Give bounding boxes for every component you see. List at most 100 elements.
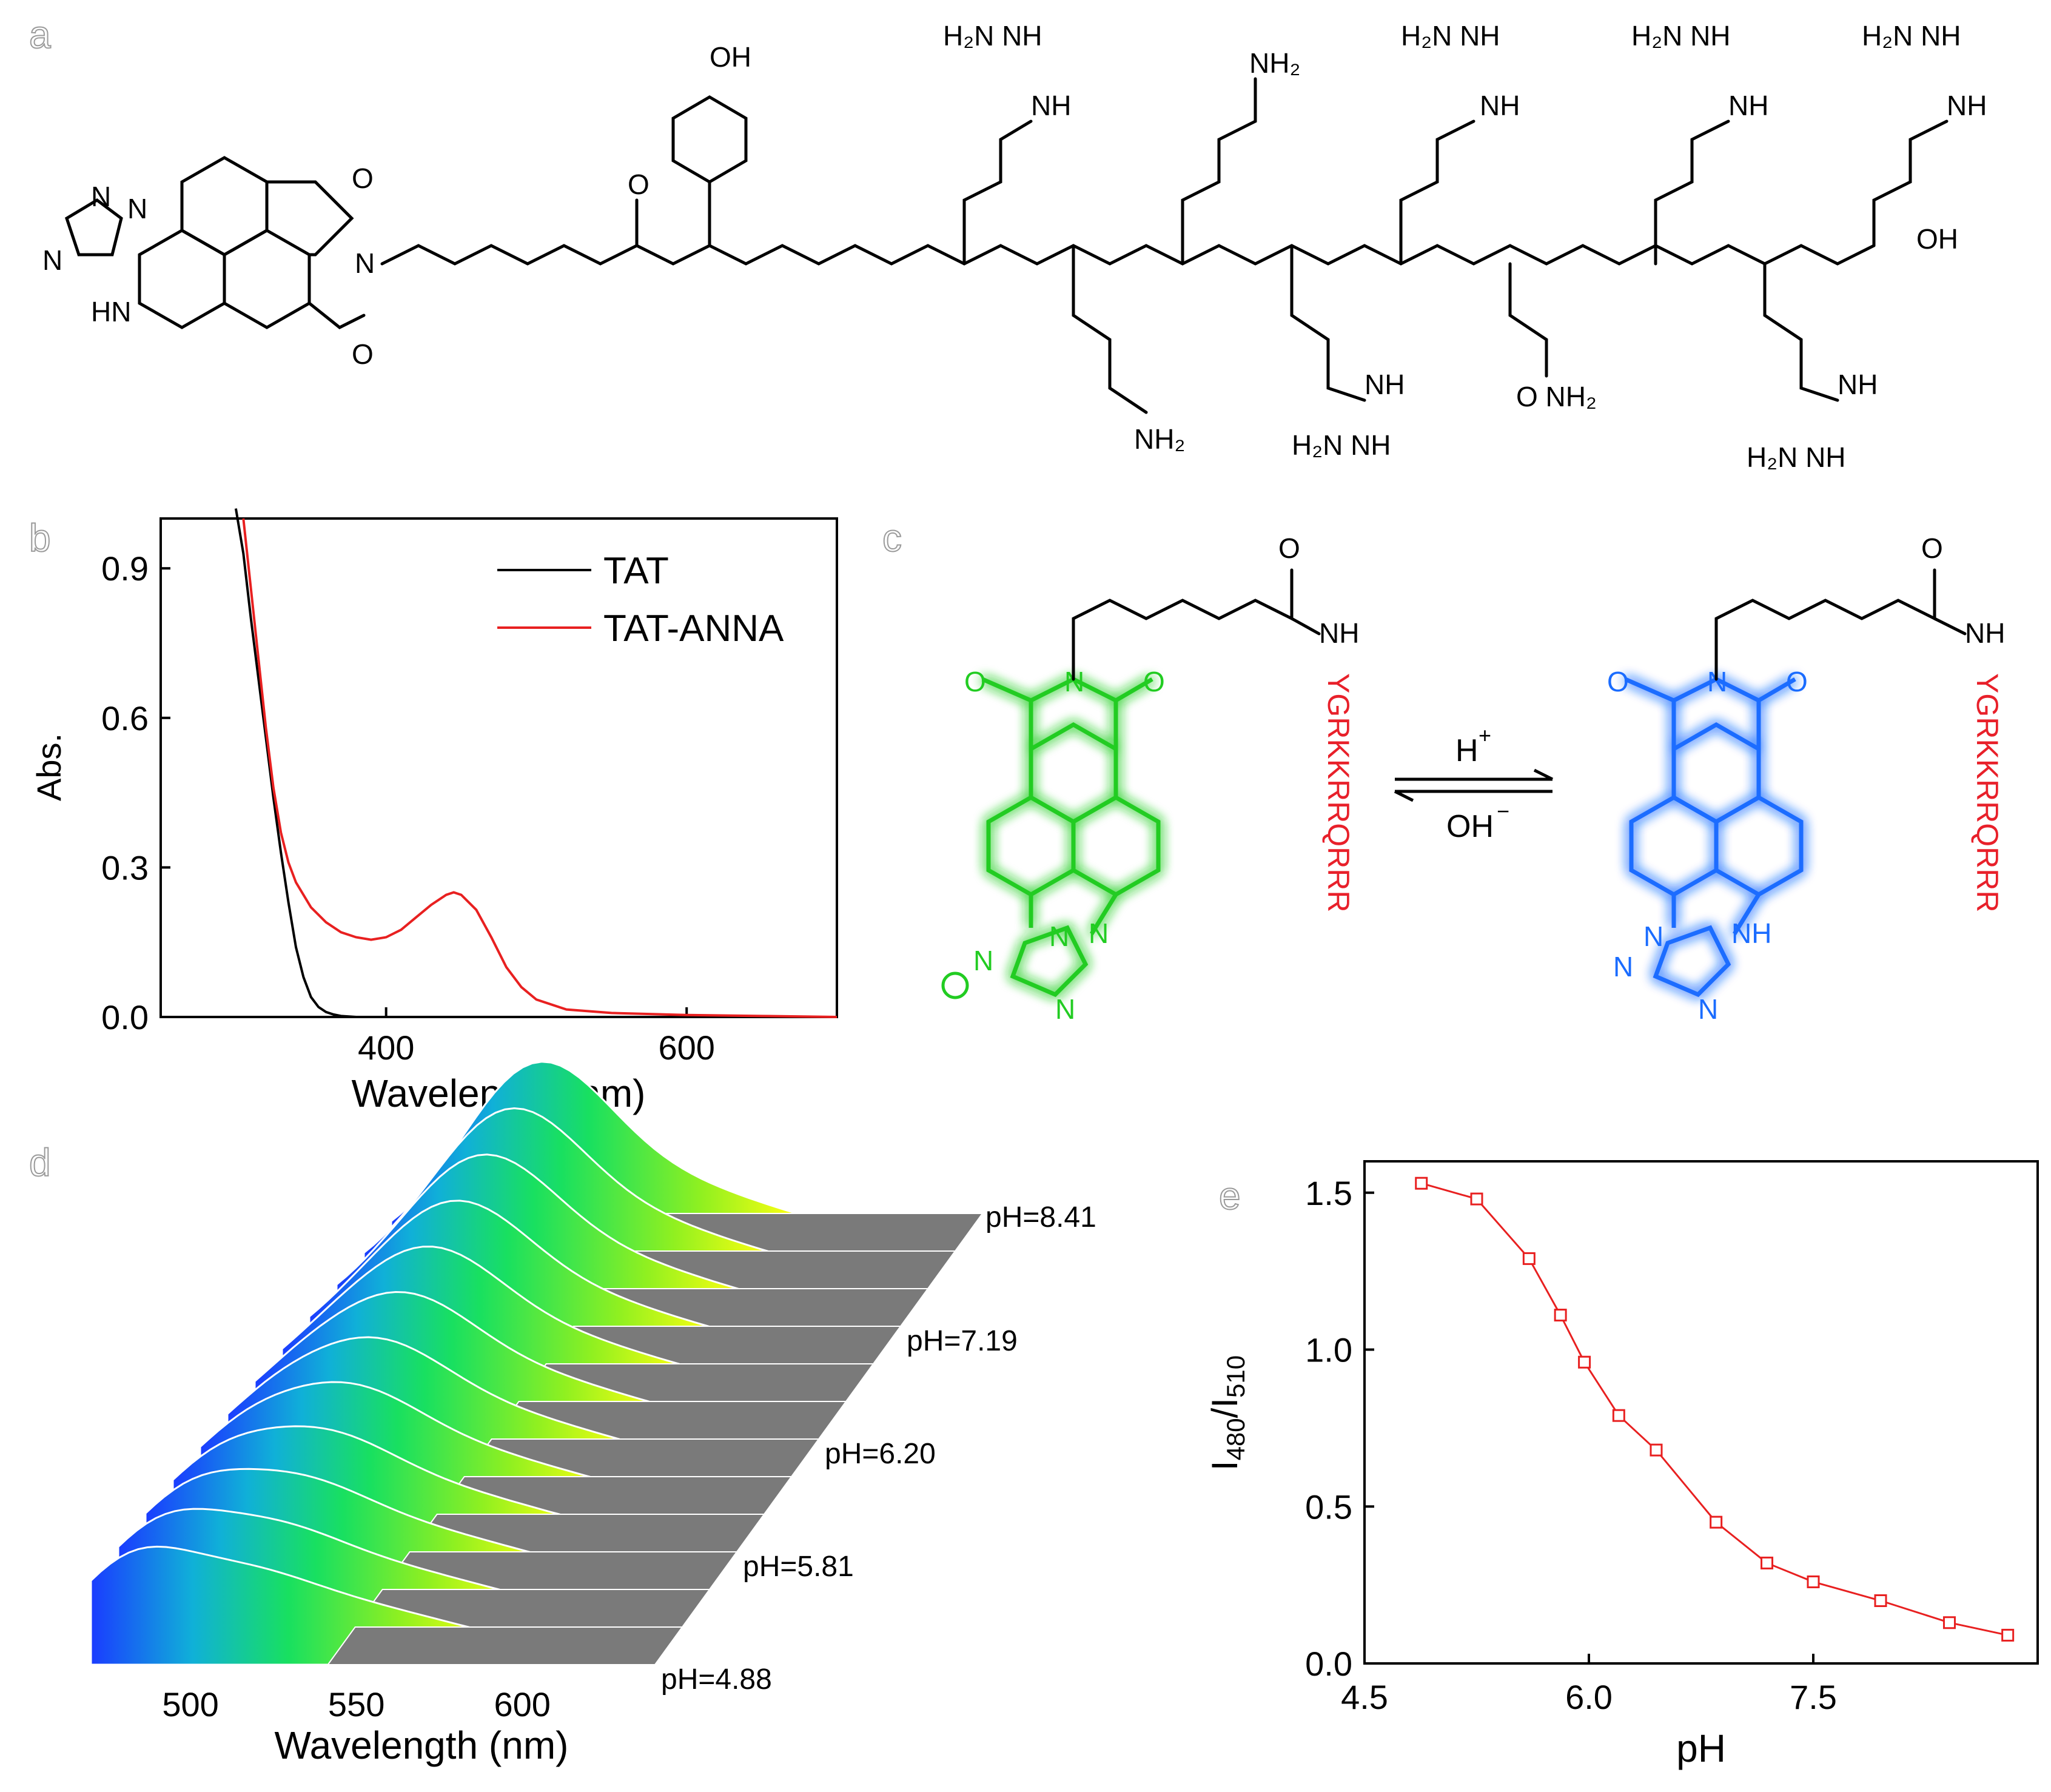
y-tick-label: 0.6 — [101, 699, 149, 737]
side-chain — [1763, 262, 1839, 402]
svg-text:O: O — [964, 666, 986, 697]
y-tick-label: 1.5 — [1305, 1174, 1352, 1212]
linker-right — [1714, 568, 1936, 681]
data-point — [1761, 1556, 1774, 1569]
svg-text:O: O — [1786, 666, 1808, 697]
label-N: N — [42, 244, 62, 276]
side-chain — [1399, 119, 1475, 266]
data-point — [1650, 1443, 1663, 1457]
svg-text:O: O — [1607, 666, 1629, 697]
label-NH: NH — [1365, 369, 1405, 400]
x-tick-label: 7.5 — [1790, 1678, 1837, 1716]
amide-bond — [1290, 617, 1321, 636]
data-point — [1522, 1252, 1536, 1265]
data-point — [1612, 1409, 1625, 1422]
label-O: O — [1921, 532, 1943, 564]
svg-text:N: N — [1613, 951, 1633, 982]
panel-letter-c: c — [882, 515, 902, 560]
x-tick-label: 500 — [162, 1685, 218, 1723]
label-NH: NH — [1480, 90, 1520, 121]
label-NH2: NH₂ — [1249, 47, 1300, 79]
legend-label-tat-anna: TAT-ANNA — [603, 608, 784, 649]
chart-e: 4.5 6.0 7.5 0.0 0.5 1.0 1.5 I480/I510 pH — [1204, 1160, 2039, 1770]
ph-label: pH=6.20 — [825, 1438, 936, 1470]
data-point — [1710, 1515, 1723, 1529]
peptide-sequence-right: YGRKKRRQRRR — [1970, 673, 2004, 912]
x-tick-label: 600 — [494, 1685, 550, 1723]
label-NH: NH — [1947, 90, 1987, 121]
label-guanidine: H₂N NH — [1747, 441, 1846, 473]
arrow-forward-head — [1533, 768, 1554, 781]
imide-bonds — [307, 301, 366, 329]
side-chain — [1508, 262, 1548, 378]
series-line-tat-anna — [242, 518, 838, 1018]
blue-fluorophore — [1624, 677, 1804, 998]
data-point — [1807, 1575, 1820, 1588]
label-NH: NH — [1319, 617, 1359, 649]
series-line — [1421, 1182, 2008, 1636]
label-guanidine: H₂N NH — [1631, 20, 1731, 52]
side-chain — [1654, 119, 1730, 266]
data-point — [1470, 1192, 1483, 1206]
label-HN: HN — [91, 296, 131, 327]
data-point — [1554, 1309, 1567, 1322]
label-OH: OH — [1916, 223, 1958, 255]
peptide-sequence-left: YGRKKRRQRRR — [1321, 673, 1355, 912]
svg-text:N: N — [1049, 921, 1069, 952]
arrow-backward-head — [1394, 790, 1414, 802]
data-point — [1415, 1176, 1428, 1190]
x-tick-label: 4.5 — [1341, 1678, 1388, 1716]
label-amide: O NH₂ — [1516, 381, 1597, 412]
naphthalene-ring-2 — [138, 229, 226, 329]
chart-e-frame — [1363, 1160, 2039, 1665]
amide-bond — [1933, 617, 1967, 636]
x-tick-label: 600 — [659, 1029, 715, 1067]
ph-label: pH=7.19 — [907, 1325, 1018, 1357]
ph-label: pH=4.88 — [661, 1663, 772, 1696]
y-tick-label: 0.0 — [101, 998, 149, 1036]
chart-e-xlabel: pH — [1676, 1727, 1726, 1770]
side-chain — [1872, 119, 1949, 247]
label-guanidine: H₂N NH — [1401, 20, 1500, 52]
label-guanidine: H₂N NH — [943, 20, 1042, 52]
chart-d-xlabel: Wavelength (nm) — [275, 1723, 569, 1767]
panel-letter-e: e — [1218, 1173, 1241, 1218]
data-point — [1578, 1355, 1591, 1369]
structure-panel-a: N N N HN O N O O OH H₂N NH NH NH₂ H₂N NH… — [42, 20, 1987, 473]
y-tick-label: 0.0 — [1305, 1645, 1352, 1683]
naphthalene-ring-1 — [180, 156, 269, 257]
label-O: O — [352, 338, 374, 370]
legend-label-tat: TAT — [603, 550, 669, 592]
chart-b-frame — [159, 517, 838, 1018]
chart-d: pH=4.88 pH=5.81 pH=6.20 pH=7.19 pH=8.41 500 5… — [90, 1061, 1096, 1767]
data-point — [1874, 1594, 1887, 1607]
linker-chain — [380, 244, 639, 266]
triazole-ring — [64, 198, 123, 257]
linker-left — [1072, 568, 1294, 681]
svg-text:N: N — [973, 945, 993, 976]
arrow-bottom-sup: − — [1497, 799, 1509, 824]
chart-b-ylabel: Abs. — [30, 733, 68, 801]
chart-e-ylabel: I480/I510 — [1204, 1355, 1250, 1471]
label-NH: NH — [1031, 90, 1071, 121]
spectrum-floor — [326, 1626, 683, 1665]
label-N: N — [127, 193, 147, 224]
x-tick-label: 550 — [328, 1685, 384, 1723]
y-tick-label: 0.3 — [101, 848, 149, 887]
data-point — [2001, 1628, 2015, 1642]
label-O: O — [1278, 532, 1300, 564]
label-NH2: NH₂ — [1134, 423, 1185, 455]
ph-label: pH=8.41 — [985, 1201, 1096, 1233]
svg-text:N: N — [1698, 993, 1718, 1025]
label-O: O — [628, 169, 650, 200]
arrow-top-label: H — [1455, 733, 1479, 768]
side-chain — [1181, 77, 1257, 266]
arrow-bottom-label: OH — [1446, 809, 1494, 844]
label-NH: NH — [1965, 617, 2005, 649]
ph-label: pH=5.81 — [743, 1551, 854, 1583]
